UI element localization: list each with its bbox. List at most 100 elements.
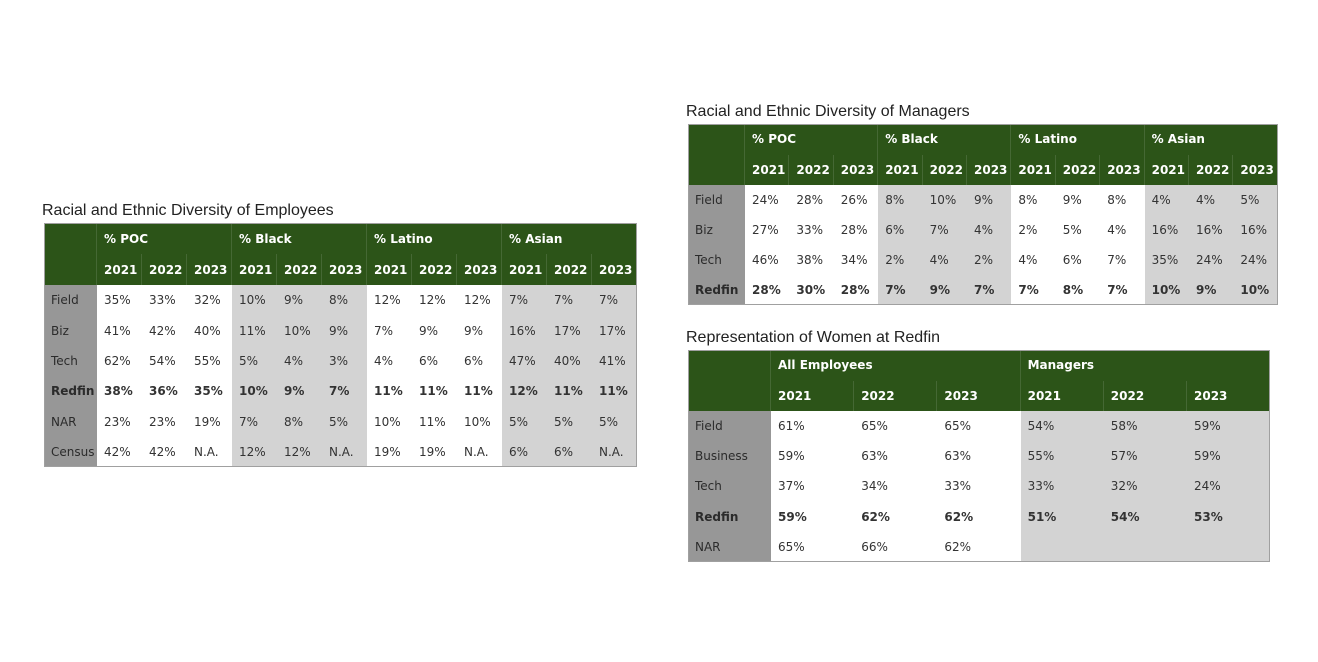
data-cell: 28% <box>745 275 790 306</box>
data-cell: 62% <box>937 501 1021 532</box>
data-cell: 65% <box>937 411 1021 442</box>
empty-cell <box>1020 531 1104 562</box>
data-cell: 35% <box>187 376 232 407</box>
data-cell: 11% <box>592 376 637 407</box>
year-header: 2021 <box>502 254 547 285</box>
group-header: % Black <box>878 124 1012 155</box>
data-cell: 47% <box>502 345 547 377</box>
group-header: % POC <box>97 223 232 254</box>
data-cell: 9% <box>1189 275 1234 306</box>
data-cell: 6% <box>878 215 923 246</box>
data-cell: 4% <box>1011 245 1056 276</box>
data-cell: 4% <box>967 215 1012 246</box>
year-header: 2023 <box>967 154 1012 185</box>
data-cell: 38% <box>789 245 834 276</box>
data-cell: 9% <box>1055 185 1101 216</box>
row-label: Redfin <box>688 501 771 532</box>
data-cell: 40% <box>187 315 232 346</box>
data-cell: 59% <box>1187 411 1271 442</box>
data-cell: 41% <box>592 345 637 377</box>
data-cell: 4% <box>922 245 967 276</box>
group-header: All Employees <box>771 350 1021 381</box>
data-cell: 26% <box>833 185 879 216</box>
data-cell: 24% <box>1187 471 1271 502</box>
data-cell: 7% <box>1100 275 1145 306</box>
data-cell: 7% <box>967 275 1012 306</box>
data-cell: 41% <box>97 315 142 346</box>
data-cell: 7% <box>502 285 547 316</box>
data-cell: 33% <box>937 471 1021 502</box>
data-cell: 2% <box>1011 215 1056 246</box>
group-header: % Black <box>232 223 367 254</box>
row-label: Field <box>688 185 745 216</box>
data-cell: 5% <box>1055 215 1101 246</box>
data-cell: 35% <box>97 285 142 316</box>
group-header: % POC <box>745 124 879 155</box>
data-cell: 66% <box>854 531 938 562</box>
header-corner <box>688 350 771 411</box>
data-cell: 9% <box>277 285 322 316</box>
header-corner <box>688 124 745 185</box>
table-title: Racial and Ethnic Diversity of Managers <box>686 103 970 120</box>
data-cell: 10% <box>1233 275 1278 306</box>
data-cell: 35% <box>1144 245 1189 276</box>
data-cell: 16% <box>1189 215 1234 246</box>
year-header: 2023 <box>1100 154 1145 185</box>
data-cell: 38% <box>97 376 142 407</box>
year-header: 2022 <box>412 254 457 285</box>
data-cell: 33% <box>789 215 834 246</box>
data-cell: 5% <box>592 406 637 437</box>
data-cell: 7% <box>592 285 637 316</box>
data-cell: 2% <box>967 245 1012 276</box>
data-cell: 9% <box>322 315 367 346</box>
data-cell: 9% <box>967 185 1012 216</box>
data-cell: 59% <box>771 501 855 532</box>
data-cell: 54% <box>142 345 187 377</box>
data-cell: 7% <box>922 215 967 246</box>
data-cell: 55% <box>187 345 232 377</box>
data-cell: 17% <box>547 315 592 346</box>
data-cell: 8% <box>878 185 923 216</box>
group-header: % Asian <box>502 223 637 254</box>
data-cell: N.A. <box>322 437 367 468</box>
row-label: Biz <box>688 215 745 246</box>
empty-cell <box>1187 531 1271 562</box>
group-header: % Latino <box>367 223 502 254</box>
data-cell: 17% <box>592 315 637 346</box>
year-header: 2023 <box>1233 154 1278 185</box>
data-cell: 32% <box>1103 471 1187 502</box>
data-cell: 5% <box>547 406 592 437</box>
data-cell: 8% <box>1100 185 1145 216</box>
data-cell: 11% <box>232 315 277 346</box>
data-cell: 6% <box>457 345 502 377</box>
data-cell: 6% <box>412 345 457 377</box>
data-cell: 24% <box>1189 245 1234 276</box>
data-cell: 58% <box>1103 411 1187 442</box>
year-header: 2023 <box>592 254 637 285</box>
year-header: 2021 <box>232 254 277 285</box>
data-cell: 10% <box>922 185 967 216</box>
data-cell: 53% <box>1187 501 1271 532</box>
row-label: Business <box>688 441 771 472</box>
year-header: 2021 <box>97 254 142 285</box>
data-cell: 30% <box>789 275 834 306</box>
year-header: 2021 <box>1011 154 1056 185</box>
table-title: Representation of Women at Redfin <box>686 329 941 346</box>
data-cell: 7% <box>547 285 592 316</box>
data-cell: 10% <box>232 376 277 407</box>
data-cell: 36% <box>142 376 187 407</box>
data-cell: 16% <box>1144 215 1189 246</box>
data-cell: 37% <box>771 471 855 502</box>
data-cell: 7% <box>1100 245 1145 276</box>
group-header: % Latino <box>1011 124 1145 155</box>
row-label: Census <box>44 437 97 468</box>
data-cell: 28% <box>833 275 879 306</box>
empty-cell <box>1103 531 1187 562</box>
year-header: 2023 <box>1187 380 1271 411</box>
header-corner <box>44 223 97 285</box>
year-header: 2023 <box>937 380 1021 411</box>
data-cell: 10% <box>367 406 412 437</box>
data-cell: 27% <box>745 215 790 246</box>
data-cell: 34% <box>854 471 938 502</box>
data-cell: 11% <box>412 406 457 437</box>
